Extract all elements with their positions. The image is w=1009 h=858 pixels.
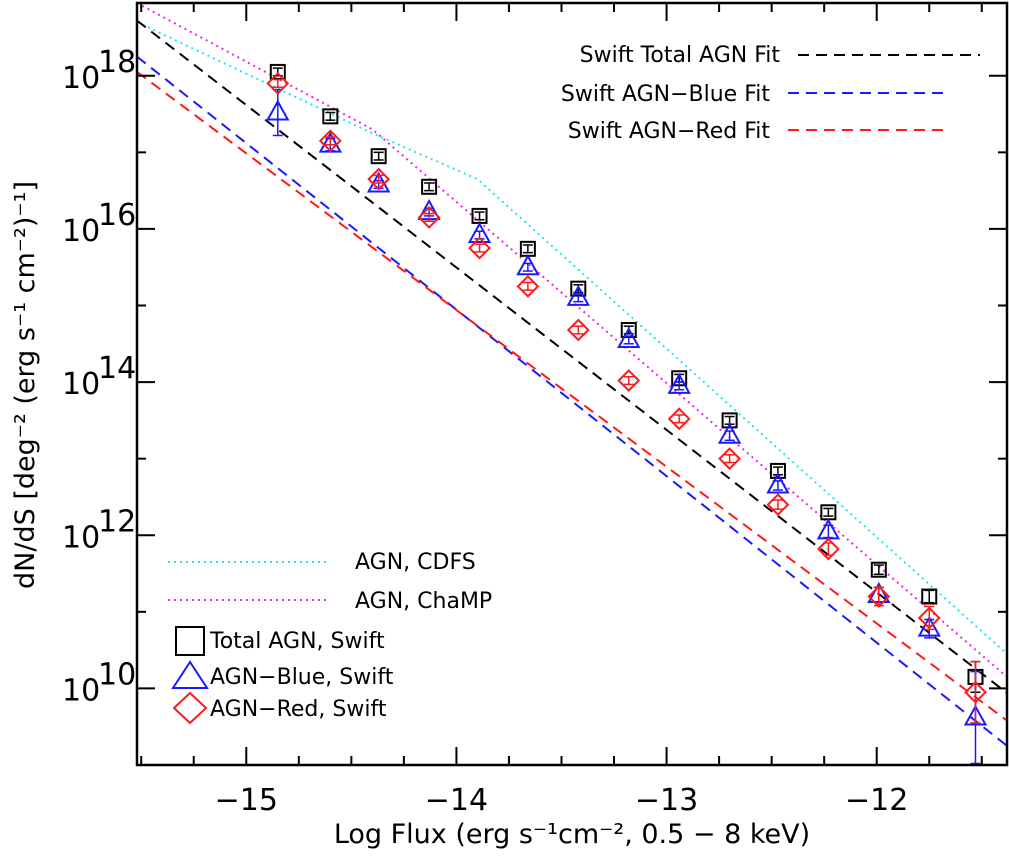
legend-marker-square-icon — [175, 626, 205, 656]
x-tick-label-2: −13 — [635, 783, 698, 818]
diamond-point-6 — [566, 318, 590, 342]
triangle-point-5 — [516, 254, 540, 276]
legend-label-cdfs: AGN, CDFS — [355, 550, 476, 575]
legend-label-total-points: Total AGN, Swift — [209, 629, 385, 654]
square-point-12 — [870, 561, 887, 578]
y-tick-label-4: 10 — [62, 61, 100, 96]
legend-points: Total AGN, Swift AGN−Blue, Swift AGN−Red… — [171, 626, 394, 725]
triangle-point-4 — [467, 221, 492, 244]
diamond-point-9 — [718, 447, 742, 471]
fit-lines-layer — [137, 19, 1007, 747]
diamond-point-5 — [516, 274, 540, 298]
y-tick-exponent-3: 16 — [98, 198, 136, 233]
legend-label-red-fit: Swift AGN−Red Fit — [568, 119, 771, 144]
diamond-point-3 — [417, 206, 441, 229]
legend-label-total-fit: Swift Total AGN Fit — [580, 43, 781, 68]
fit-line-1 — [137, 55, 1007, 747]
fit-line-0 — [137, 19, 1007, 694]
triangle-point-9 — [717, 422, 742, 444]
x-tick-label-0: −15 — [215, 783, 278, 818]
diamond-point-7 — [617, 369, 641, 392]
diamond-point-1 — [318, 129, 342, 153]
y-tick-exponent-2: 14 — [98, 351, 136, 386]
y-tick-label-3: 10 — [62, 214, 100, 249]
plot-frame — [135, 1, 1009, 767]
square-point-9 — [721, 412, 738, 429]
y-axis-label: dN/dS [deg⁻² (erg s⁻¹ cm⁻²)⁻¹] — [10, 181, 41, 589]
legend-fits: Swift Total AGN Fit Swift AGN−Blue Fit S… — [561, 43, 980, 144]
ticks-layer — [137, 3, 1007, 766]
diamond-point-2 — [367, 167, 391, 191]
square-point-1 — [322, 108, 339, 125]
axes-layer — [135, 1, 1009, 767]
x-tick-label-3: −12 — [845, 783, 908, 818]
legend-references: AGN, CDFS AGN, ChaMP — [168, 550, 492, 614]
x-tick-label-1: −14 — [425, 783, 488, 818]
square-point-3 — [421, 178, 438, 195]
legend-label-blue-fit: Swift AGN−Blue Fit — [561, 82, 770, 107]
diamond-point-13 — [917, 606, 941, 630]
triangle-point-7 — [617, 326, 641, 348]
square-point-13 — [921, 588, 938, 605]
y-tick-label-2: 10 — [62, 367, 100, 402]
diamond-point-0 — [266, 71, 290, 95]
square-point-2 — [370, 148, 387, 165]
diamond-point-4 — [468, 236, 491, 260]
y-tick-exponent-4: 18 — [98, 45, 136, 80]
legend-marker-triangle-icon — [171, 660, 209, 689]
diamond-point-8 — [667, 407, 691, 431]
legend-label-champ: AGN, ChaMP — [355, 589, 492, 614]
y-tick-label-0: 10 — [62, 673, 100, 708]
triangle-point-8 — [667, 372, 691, 394]
x-tick-labels: −15 −14 −13 −12 — [215, 783, 909, 818]
legend-label-blue-points: AGN−Blue, Swift — [210, 665, 394, 690]
triangle-point-6 — [566, 284, 591, 306]
y-tick-label-1: 10 — [62, 520, 100, 555]
diamond-point-14 — [964, 680, 987, 704]
x-axis-label: Log Flux (erg s⁻¹cm⁻², 0.5 − 8 keV) — [334, 819, 810, 850]
legend-label-red-points: AGN−Red, Swift — [210, 697, 387, 722]
triangle-point-0 — [266, 99, 290, 121]
y-tick-exponent-0: 10 — [98, 657, 136, 692]
legend-marker-diamond-icon — [172, 691, 208, 725]
square-point-10 — [769, 462, 786, 479]
fit-line-2 — [137, 71, 1007, 722]
triangle-point-14 — [963, 704, 988, 726]
diamond-point-12 — [867, 585, 891, 608]
diamond-point-11 — [816, 537, 840, 561]
triangle-point-13 — [917, 615, 941, 637]
reference-line-0 — [137, 21, 1007, 655]
data-points-layer — [266, 63, 988, 765]
diamond-point-10 — [766, 493, 790, 517]
triangle-point-10 — [766, 472, 790, 494]
y-tick-exponent-1: 12 — [98, 504, 136, 539]
